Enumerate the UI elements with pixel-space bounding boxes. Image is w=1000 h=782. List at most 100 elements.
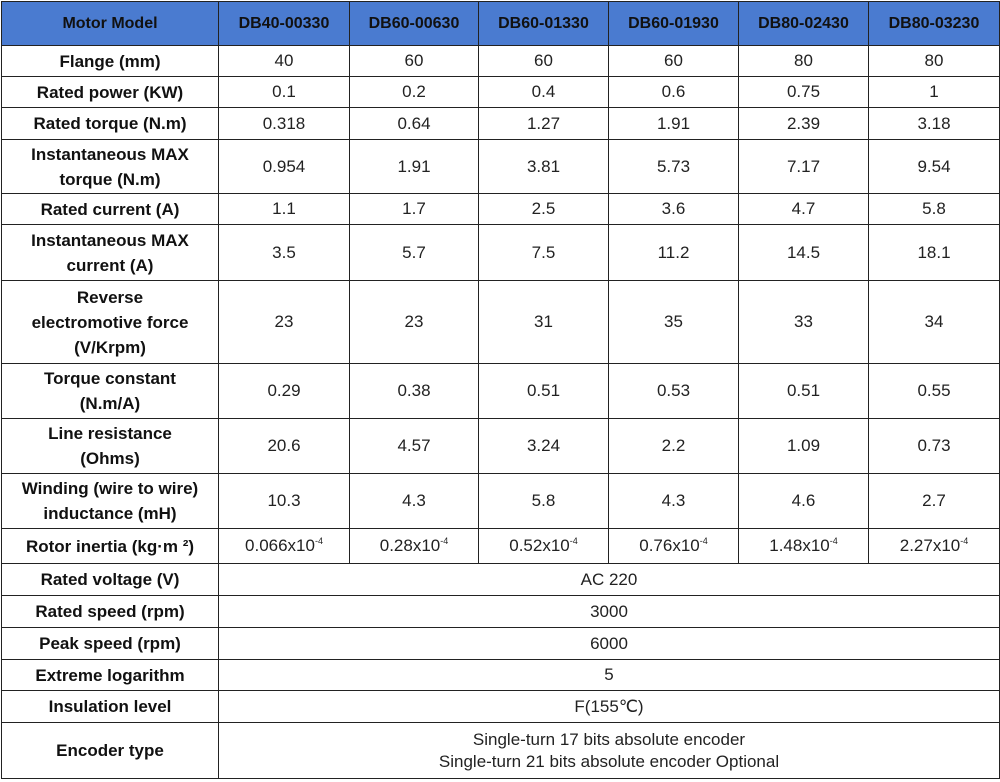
value-cell: 0.53 [608, 363, 739, 419]
table-row: Peak speed (rpm) 6000 [1, 627, 1000, 660]
value-cell: 2.27x10-4 [868, 528, 1000, 564]
value-cell: 1.7 [349, 193, 479, 225]
table-row: Rated torque (N.m) 0.318 0.64 1.27 1.91 2.39 3… [1, 107, 1000, 140]
value-cell: 0.29 [218, 363, 350, 419]
header-row: Motor Model DB40-00330 DB60-00630 DB60-0133… [1, 1, 1000, 46]
value-cell: 0.73 [868, 418, 1000, 474]
value-cell: 14.5 [738, 224, 869, 281]
value-cell: 6000 [218, 627, 1000, 660]
value-cell: 5 [218, 659, 1000, 691]
row-label: Rated current (A) [1, 193, 219, 225]
value-cell: 3.81 [478, 139, 609, 194]
value-cell: 1.1 [218, 193, 350, 225]
table-row: Rated speed (rpm) 3000 [1, 595, 1000, 628]
value-exponent: -4 [829, 536, 838, 546]
value-cell: 1.91 [608, 107, 739, 140]
value-cell: 4.6 [738, 473, 869, 529]
value-cell: 0.55 [868, 363, 1000, 419]
header-cell: DB60-01930 [608, 1, 739, 46]
value-cell: 33 [738, 280, 869, 364]
value-base: 1.48x10 [769, 536, 830, 555]
value-cell: 34 [868, 280, 1000, 364]
value-base: 0.28x10 [379, 536, 441, 555]
value-exponent: -4 [569, 536, 578, 546]
value-cell: 2.39 [738, 107, 869, 140]
table-row: Instantaneous MAX torque (N.m) 0.954 1.91 3… [1, 139, 1000, 194]
value-exponent: -4 [960, 536, 969, 546]
header-cell: DB80-03230 [868, 1, 1000, 46]
value-exponent: -4 [314, 536, 323, 546]
value-cell: 3000 [218, 595, 1000, 628]
value-cell: 7.17 [738, 139, 869, 194]
row-label: Rated voltage (V) [1, 563, 219, 596]
value-cell: 0.318 [218, 107, 350, 140]
value-cell: 23 [349, 280, 479, 364]
row-label: Torque constant (N.m/A) [1, 363, 219, 419]
value-cell: 2.2 [608, 418, 739, 474]
row-label: Insulation level [1, 690, 219, 723]
value-cell: 0.51 [738, 363, 869, 419]
table-row: Extreme logarithm 5 [1, 659, 1000, 691]
value-cell: 4.57 [349, 418, 479, 474]
value-cell: 0.64 [349, 107, 479, 140]
value-cell: F(155℃) [218, 690, 1000, 723]
value-cell: 60 [349, 45, 479, 77]
value-cell: 4.3 [349, 473, 479, 529]
header-cell: DB40-00330 [218, 1, 350, 46]
table-row: Instantaneous MAX current (A) 3.5 5.7 7.5 11… [1, 224, 1000, 281]
row-label: Winding (wire to wire) inductance (mH) [1, 473, 219, 529]
table-row: Rated current (A) 1.1 1.7 2.5 3.6 4.7 5.8 [1, 193, 1000, 225]
header-cell: DB60-00630 [349, 1, 479, 46]
value-base: 2.27x10 [899, 536, 961, 555]
value-cell: 5.7 [349, 224, 479, 281]
value-cell: 0.2 [349, 76, 479, 108]
table-row: Winding (wire to wire) inductance (mH) 10… [1, 473, 1000, 529]
value-cell: Single-turn 17 bits absolute encoder Sin… [218, 722, 1000, 779]
value-cell: 0.6 [608, 76, 739, 108]
value-cell: 0.4 [478, 76, 609, 108]
table-body: Flange (mm) 40 60 60 60 80 80 Rated power (KW) 0… [1, 45, 1000, 779]
table-row: Line resistance (Ohms) 20.6 4.57 3.24 2.2 1.0… [1, 418, 1000, 474]
value-cell: 1.48x10-4 [738, 528, 869, 564]
row-label: Rated power (KW) [1, 76, 219, 108]
row-label: Encoder type [1, 722, 219, 779]
value-cell: 3.24 [478, 418, 609, 474]
row-label: Instantaneous MAX torque (N.m) [1, 139, 219, 194]
value-cell: 60 [608, 45, 739, 77]
row-label: Instantaneous MAX current (A) [1, 224, 219, 281]
value-cell: 0.1 [218, 76, 350, 108]
value-cell: 2.7 [868, 473, 1000, 529]
row-label: Reverse electromotive force (V/Krpm) [1, 280, 219, 364]
value-cell: 0.76x10-4 [608, 528, 739, 564]
table-row: Rated power (KW) 0.1 0.2 0.4 0.6 0.75 1 [1, 76, 1000, 108]
row-label: Extreme logarithm [1, 659, 219, 691]
value-cell: 0.51 [478, 363, 609, 419]
value-base: 0.76x10 [639, 536, 700, 555]
value-cell: 0.75 [738, 76, 869, 108]
value-cell: 2.5 [478, 193, 609, 225]
value-cell: 0.38 [349, 363, 479, 419]
value-cell: 1.91 [349, 139, 479, 194]
value-cell: 5.8 [478, 473, 609, 529]
table-row: Torque constant (N.m/A) 0.29 0.38 0.51 0.53 0… [1, 363, 1000, 419]
value-cell: 3.18 [868, 107, 1000, 140]
value-base: 0.066x10 [245, 536, 315, 555]
row-label: Peak speed (rpm) [1, 627, 219, 660]
row-label: Flange (mm) [1, 45, 219, 77]
value-cell: 40 [218, 45, 350, 77]
value-cell: 20.6 [218, 418, 350, 474]
row-label: Rated torque (N.m) [1, 107, 219, 140]
value-cell: 5.73 [608, 139, 739, 194]
value-cell: 35 [608, 280, 739, 364]
table-row: Insulation level F(155℃) [1, 690, 1000, 723]
value-cell: 1.09 [738, 418, 869, 474]
header-cell: DB80-02430 [738, 1, 869, 46]
value-exponent: -4 [440, 536, 449, 546]
value-cell: AC 220 [218, 563, 1000, 596]
row-label: Line resistance (Ohms) [1, 418, 219, 474]
value-cell: 23 [218, 280, 350, 364]
value-cell: 3.6 [608, 193, 739, 225]
value-cell: 10.3 [218, 473, 350, 529]
